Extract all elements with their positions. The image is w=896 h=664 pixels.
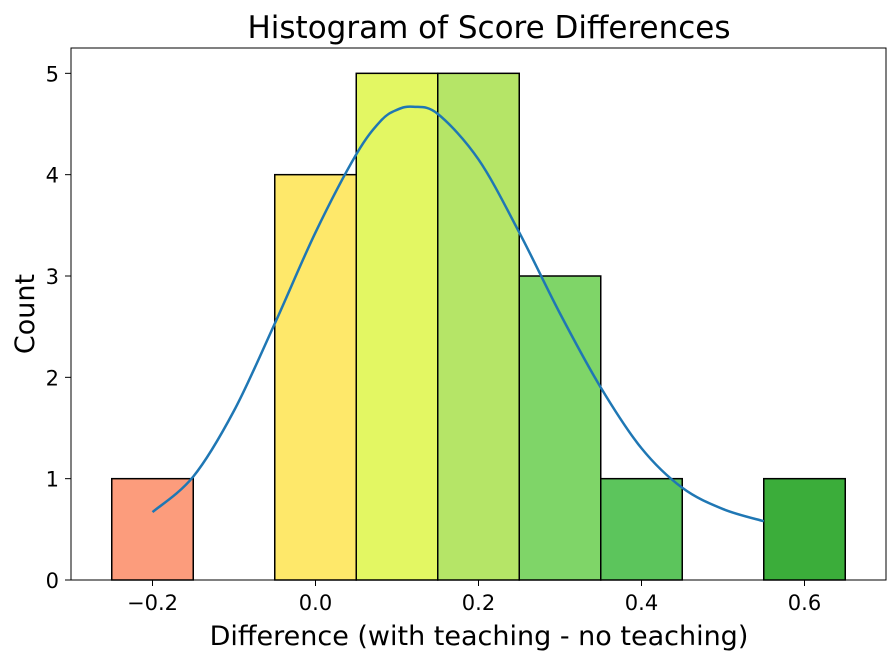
histogram-bar-5: [518, 275, 602, 581]
y-tick-label: 1: [46, 468, 59, 492]
x-tick-label: 0.4: [625, 591, 658, 615]
histogram-bar-0: [111, 477, 194, 581]
y-tick-label: 4: [46, 164, 59, 188]
y-axis-label: Count: [10, 274, 41, 354]
y-tick-label: 3: [46, 265, 59, 289]
histogram-bar-6: [600, 477, 683, 581]
y-tick-label: 2: [46, 366, 59, 390]
x-tick-label: 0.2: [462, 591, 495, 615]
y-axis: 0 1 2 3 4 5: [46, 62, 71, 593]
x-tick-label: 0.0: [299, 591, 332, 615]
histogram-bar-2: [274, 173, 357, 581]
chart-title: Histogram of Score Differences: [247, 10, 730, 46]
kde-curve-line: [151, 105, 765, 523]
plot-frame: [70, 47, 887, 581]
bars-group: [111, 72, 846, 581]
x-tick-label: 0.6: [788, 591, 821, 615]
y-tick-label: 5: [46, 62, 59, 86]
histogram-bar-3: [355, 72, 439, 581]
x-tick-label: −0.2: [127, 591, 178, 615]
y-tick-label: 0: [46, 569, 59, 593]
histogram-bar-8: [763, 477, 846, 581]
histogram-bar-4: [437, 72, 520, 581]
kde-curve-group: [151, 105, 765, 523]
x-axis: −0.2 0.0 0.2 0.4 0.6: [127, 580, 821, 615]
x-axis-label: Difference (with teaching - no teaching): [210, 621, 749, 652]
